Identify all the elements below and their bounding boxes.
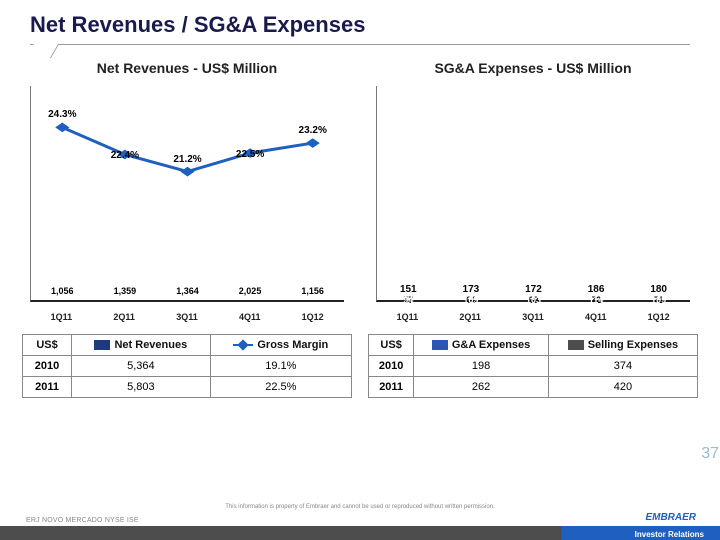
net-revenues-chart: Net Revenues - US$ Million 1,0561,3591,3…: [22, 60, 352, 326]
pct-label: 23.2%: [299, 125, 327, 136]
xaxis-tick: 1Q11: [33, 312, 90, 322]
tables-row: US$ Net Revenues Gross Margin 2010 5,364…: [0, 326, 720, 398]
t2-r1-c1: 262: [414, 377, 549, 398]
total-label: 186: [579, 284, 614, 295]
chart2-bars: 151579417364109172691031867211418071109: [377, 86, 690, 300]
t2-h1: G&A Expenses: [414, 335, 549, 356]
t2-r0-c0: 2010: [369, 356, 414, 377]
xaxis-tick: 3Q11: [159, 312, 216, 322]
chart2-xaxis: 1Q11 2Q11 3Q11 4Q11 1Q12: [376, 312, 690, 322]
seg-label: 114: [579, 295, 614, 305]
xaxis-tick: 2Q11: [96, 312, 153, 322]
t2-r1-c0: 2011: [369, 377, 414, 398]
total-label: 180: [641, 284, 676, 295]
swatch-sell: [568, 340, 584, 350]
t2-h0: US$: [369, 335, 414, 356]
t2-h2-label: Selling Expenses: [588, 339, 678, 351]
t2-r0-c1: 198: [414, 356, 549, 377]
sgna-chart: SG&A Expenses - US$ Million 151579417364…: [368, 60, 698, 326]
t1-r0-c1: 5,364: [72, 356, 211, 377]
pct-label: 22.4%: [111, 150, 139, 161]
xaxis-tick: 1Q12: [630, 312, 687, 322]
chart1-title: Net Revenues - US$ Million: [22, 60, 352, 76]
chart1-xaxis: 1Q11 2Q11 3Q11 4Q11 1Q12: [30, 312, 344, 322]
chart2-plot: 151579417364109172691031867211418071109: [376, 86, 690, 302]
t1-r1-c2: 22.5%: [210, 377, 351, 398]
t1-h2: Gross Margin: [210, 335, 351, 356]
t1-h0: US$: [23, 335, 72, 356]
total-label: 151: [391, 284, 426, 295]
t1-r1-c1: 5,803: [72, 377, 211, 398]
xaxis-tick: 1Q11: [379, 312, 436, 322]
seg-label: 103: [516, 295, 551, 305]
t1-r1-c0: 2011: [23, 377, 72, 398]
xaxis-tick: 4Q11: [222, 312, 279, 322]
table-row: 2010 198 374: [369, 356, 698, 377]
table-sgna: US$ G&A Expenses Selling Expenses 2010 1…: [368, 334, 698, 398]
chart2-area: 151579417364109172691031867211418071109 …: [368, 86, 698, 326]
table-net-revenues: US$ Net Revenues Gross Margin 2010 5,364…: [22, 334, 352, 398]
chart1-area: 1,0561,3591,3642,0251,156 24.3%22.4%21.2…: [22, 86, 352, 326]
t1-r0-c0: 2010: [23, 356, 72, 377]
disclaimer: This information is property of Embraer …: [0, 504, 720, 510]
xaxis-tick: 4Q11: [568, 312, 625, 322]
footer: ERJ NOVO MERCADO NYSE ISE EMBRAER This i…: [0, 502, 720, 540]
total-label: 172: [516, 284, 551, 295]
footer-bar: Investor Relations: [0, 526, 720, 540]
title-rule: [30, 44, 690, 54]
charts-row: Net Revenues - US$ Million 1,0561,3591,3…: [0, 54, 720, 326]
t2-h1-label: G&A Expenses: [452, 339, 530, 351]
swatch-net-rev: [94, 340, 110, 350]
seg-label: 94: [391, 295, 426, 305]
investor-relations-label: Investor Relations: [635, 530, 704, 539]
table-row: 2011 5,803 22.5%: [23, 377, 352, 398]
t2-r0-c2: 374: [548, 356, 697, 377]
xaxis-tick: 2Q11: [442, 312, 499, 322]
t1-h2-label: Gross Margin: [257, 339, 328, 351]
xaxis-tick: 1Q12: [284, 312, 341, 322]
total-label: 173: [453, 284, 488, 295]
t1-h1-label: Net Revenues: [114, 339, 187, 351]
chart1-plot: 1,0561,3591,3642,0251,156 24.3%22.4%21.2…: [30, 86, 344, 302]
line-key-gm: [233, 340, 253, 350]
t1-r0-c2: 19.1%: [210, 356, 351, 377]
t2-r1-c2: 420: [548, 377, 697, 398]
table-row: 2010 5,364 19.1%: [23, 356, 352, 377]
seg-label: 109: [453, 295, 488, 305]
chart2-title: SG&A Expenses - US$ Million: [368, 60, 698, 76]
page-number: 37: [701, 445, 719, 463]
swatch-ga: [432, 340, 448, 350]
seg-label: 109: [641, 295, 676, 305]
chart1-pct-labels: 24.3% 22.4% 21.2% 22.5% 23.2%: [31, 86, 344, 300]
pct-label: 24.3%: [48, 109, 76, 120]
embraer-logo: EMBRAER: [645, 512, 696, 523]
xaxis-tick: 3Q11: [505, 312, 562, 322]
pct-label: 21.2%: [173, 154, 201, 165]
t2-h2: Selling Expenses: [548, 335, 697, 356]
t1-h1: Net Revenues: [72, 335, 211, 356]
table-row: 2011 262 420: [369, 377, 698, 398]
footer-logos: ERJ NOVO MERCADO NYSE ISE: [26, 517, 139, 524]
slide-title: Net Revenues / SG&A Expenses: [0, 0, 720, 44]
pct-label: 22.5%: [236, 149, 264, 160]
